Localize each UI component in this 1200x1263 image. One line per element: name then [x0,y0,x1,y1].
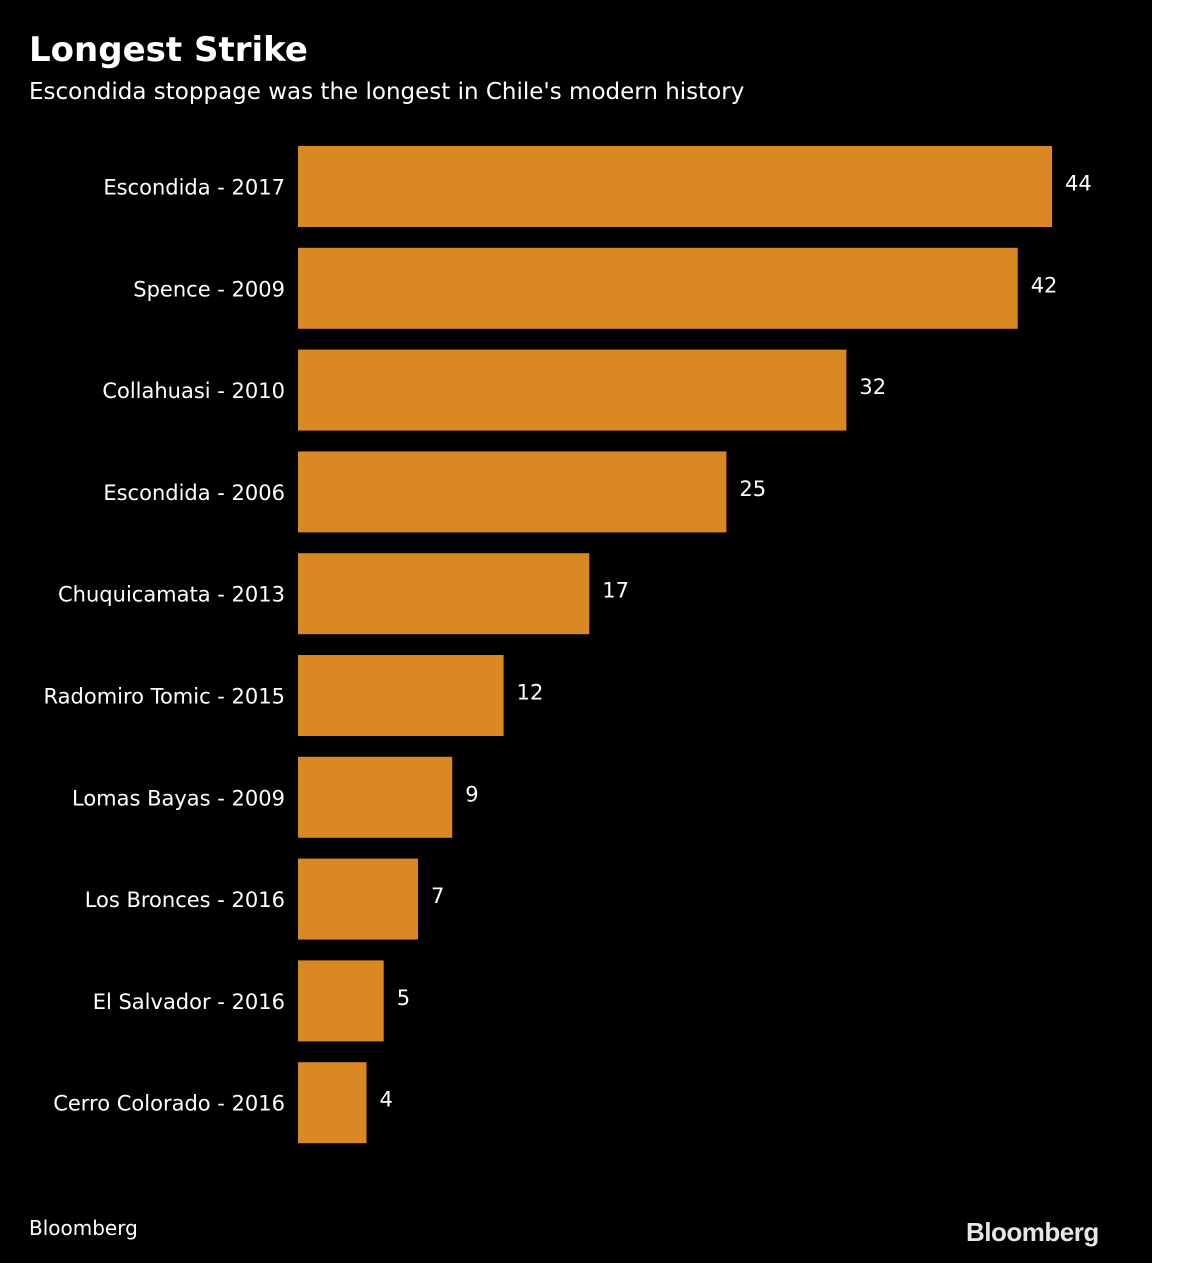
value-label: 4 [380,1088,393,1112]
category-label: Lomas Bayas - 2009 [72,786,285,810]
value-label: 17 [602,579,629,603]
category-label: Collahuasi - 2010 [102,379,285,403]
value-label: 42 [1031,273,1058,297]
bar [298,247,1018,329]
chart-subtitle: Escondida stoppage was the longest in Ch… [29,79,745,105]
category-label: Radomiro Tomic - 2015 [44,685,285,709]
source-note: Bloomberg [29,1216,138,1240]
value-label: 25 [739,477,766,501]
category-label: Los Bronces - 2016 [85,888,285,912]
category-label: Escondida - 2017 [103,176,285,200]
value-label: 12 [517,681,544,705]
category-label: Chuquicamata - 2013 [58,583,285,607]
bar [298,146,1052,227]
bar [298,655,504,736]
bar [298,451,727,533]
bar [298,960,384,1042]
value-label: 7 [431,884,444,908]
value-label: 32 [859,375,886,399]
bar [298,1062,367,1144]
bar [298,756,453,838]
bloomberg-logo: Bloomberg [966,1217,1099,1247]
bar [298,858,418,940]
value-label: 9 [465,782,478,806]
category-label: Spence - 2009 [133,277,285,301]
category-label: El Salvador - 2016 [93,990,285,1014]
category-label: Escondida - 2006 [103,481,285,505]
bar [298,349,847,431]
bar [298,553,590,635]
chart-title: Longest Strike [29,30,308,70]
bars-layer: Escondida - 2017 44 Spence - 2009 42 Collahu… [44,146,1092,1144]
chart-panel: Longest Strike Escondida stoppage was th… [0,0,1152,1263]
bar-chart: Escondida - 2017 44 Spence - 2009 42 Collahu… [44,146,1092,1144]
value-label: 5 [397,986,410,1010]
value-label: 44 [1065,172,1092,196]
category-label: Cerro Colorado - 2016 [53,1092,285,1116]
